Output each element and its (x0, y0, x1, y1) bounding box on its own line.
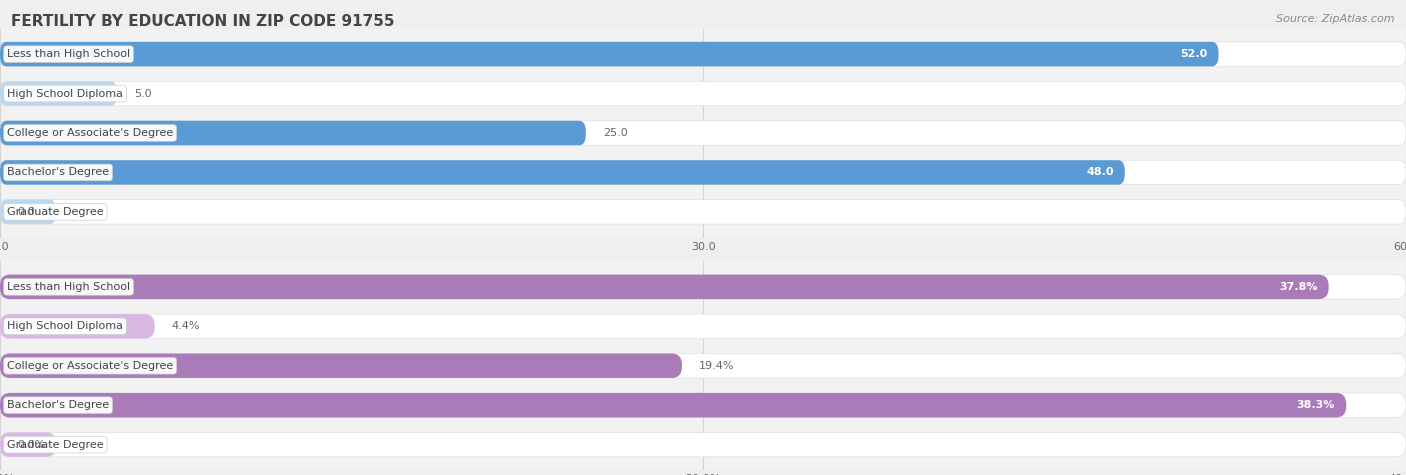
Text: 19.4%: 19.4% (699, 361, 734, 371)
Text: 0.0%: 0.0% (17, 440, 45, 450)
Text: FERTILITY BY EDUCATION IN ZIP CODE 91755: FERTILITY BY EDUCATION IN ZIP CODE 91755 (11, 14, 395, 29)
FancyBboxPatch shape (0, 393, 1406, 418)
FancyBboxPatch shape (0, 160, 1406, 185)
Text: Graduate Degree: Graduate Degree (7, 207, 104, 217)
Text: Source: ZipAtlas.com: Source: ZipAtlas.com (1277, 14, 1395, 24)
FancyBboxPatch shape (0, 432, 56, 457)
FancyBboxPatch shape (0, 42, 1406, 66)
FancyBboxPatch shape (0, 314, 1406, 339)
Text: 48.0: 48.0 (1085, 167, 1114, 178)
Text: Graduate Degree: Graduate Degree (7, 440, 104, 450)
Text: 25.0: 25.0 (603, 128, 627, 138)
FancyBboxPatch shape (0, 353, 682, 378)
Text: College or Associate's Degree: College or Associate's Degree (7, 128, 173, 138)
FancyBboxPatch shape (0, 160, 1125, 185)
FancyBboxPatch shape (0, 121, 1406, 145)
FancyBboxPatch shape (0, 393, 1347, 418)
FancyBboxPatch shape (0, 81, 1406, 106)
FancyBboxPatch shape (0, 432, 1406, 457)
Text: Bachelor's Degree: Bachelor's Degree (7, 400, 110, 410)
FancyBboxPatch shape (0, 275, 1329, 299)
Text: 5.0: 5.0 (134, 88, 152, 99)
Text: College or Associate's Degree: College or Associate's Degree (7, 361, 173, 371)
FancyBboxPatch shape (0, 121, 586, 145)
FancyBboxPatch shape (0, 81, 117, 106)
FancyBboxPatch shape (0, 275, 1406, 299)
Text: 52.0: 52.0 (1180, 49, 1208, 59)
Text: High School Diploma: High School Diploma (7, 321, 124, 332)
FancyBboxPatch shape (0, 200, 56, 224)
Text: High School Diploma: High School Diploma (7, 88, 124, 99)
Text: 37.8%: 37.8% (1279, 282, 1317, 292)
Text: Bachelor's Degree: Bachelor's Degree (7, 167, 110, 178)
Text: Less than High School: Less than High School (7, 49, 131, 59)
Text: 0.0: 0.0 (17, 207, 35, 217)
FancyBboxPatch shape (0, 353, 1406, 378)
FancyBboxPatch shape (0, 314, 155, 339)
FancyBboxPatch shape (0, 200, 1406, 224)
Text: Less than High School: Less than High School (7, 282, 131, 292)
Text: 4.4%: 4.4% (172, 321, 200, 332)
Text: 38.3%: 38.3% (1296, 400, 1334, 410)
FancyBboxPatch shape (0, 42, 1219, 66)
